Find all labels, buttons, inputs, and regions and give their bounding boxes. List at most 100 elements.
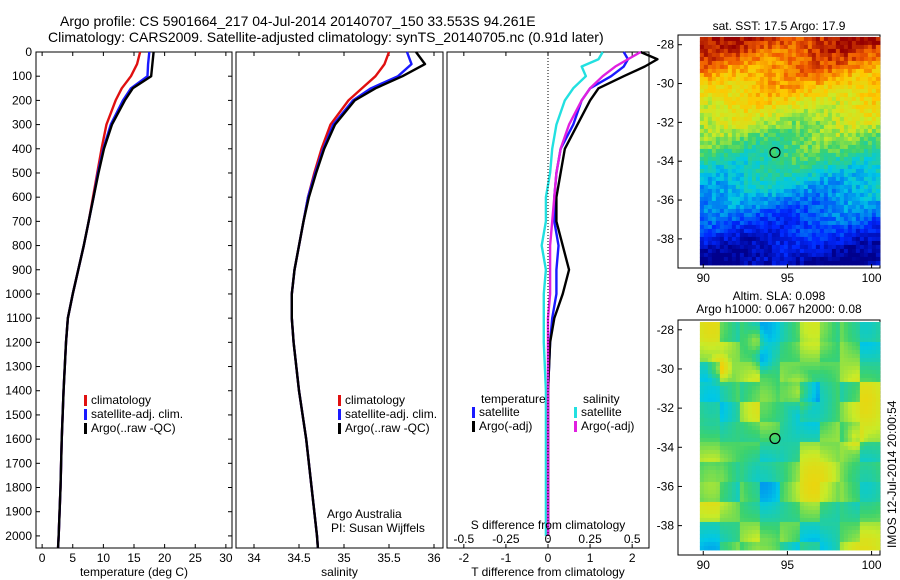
map-cell — [867, 124, 873, 130]
map-cell — [835, 44, 841, 50]
map-cell — [855, 413, 861, 419]
map-cell — [775, 92, 781, 98]
map-cell — [791, 389, 797, 395]
map-cell — [815, 256, 821, 262]
map-cell — [763, 116, 769, 122]
map-cell — [747, 373, 753, 379]
map-cell — [783, 168, 789, 174]
map-cell — [735, 513, 741, 519]
map-cell — [855, 160, 861, 166]
map-cell — [803, 393, 809, 399]
map-cell — [851, 224, 857, 230]
map-cell — [867, 513, 873, 519]
map-cell — [787, 437, 793, 443]
map-cell — [839, 44, 845, 50]
map-cell — [839, 341, 845, 347]
map-cell — [795, 461, 801, 467]
map-cell — [715, 208, 721, 214]
map-cell — [735, 104, 741, 110]
map-cell — [763, 461, 769, 467]
map-cell — [803, 136, 809, 142]
map-cell — [827, 353, 833, 359]
map-cell — [851, 509, 857, 515]
map-cell — [795, 421, 801, 427]
map-cell — [827, 100, 833, 106]
map-cell — [855, 449, 861, 455]
map-cell — [735, 477, 741, 483]
map-cell — [807, 397, 813, 403]
map-cell — [719, 353, 725, 359]
map-cell — [851, 136, 857, 142]
map-cell — [751, 236, 757, 242]
map-cell — [775, 152, 781, 158]
map-cell — [711, 112, 717, 118]
map-cell — [747, 72, 753, 78]
map-cell — [819, 477, 825, 483]
map-cell — [739, 172, 745, 178]
map-cell — [699, 72, 705, 78]
map-cell — [763, 349, 769, 355]
map-cell — [735, 517, 741, 523]
map-cell — [831, 477, 837, 483]
map-cell — [707, 433, 713, 439]
map-cell — [779, 473, 785, 479]
map-cell — [819, 128, 825, 134]
map-cell — [715, 345, 721, 351]
map-cell — [723, 172, 729, 178]
map-cell — [827, 204, 833, 210]
map-cell — [743, 136, 749, 142]
map-cell — [751, 449, 757, 455]
map-cell — [795, 373, 801, 379]
map-cell — [843, 168, 849, 174]
map-cell — [739, 88, 745, 94]
map-cell — [763, 425, 769, 431]
map-cell — [835, 349, 841, 355]
map-cell — [699, 256, 705, 262]
map-cell — [775, 68, 781, 74]
map-cell — [735, 236, 741, 242]
map-cell — [715, 132, 721, 138]
map-cell — [763, 321, 769, 327]
salinity-tick-label: -0.5 — [453, 532, 474, 546]
map-cell — [791, 216, 797, 222]
map-cell — [819, 385, 825, 391]
map-cell — [735, 449, 741, 455]
map-cell — [707, 176, 713, 182]
map-cell — [811, 156, 817, 162]
map-cell — [767, 192, 773, 198]
map-cell — [863, 244, 869, 250]
map-cell — [827, 96, 833, 102]
map-cell — [707, 517, 713, 523]
map-cell — [703, 341, 709, 347]
map-cell — [775, 56, 781, 62]
map-cell — [871, 48, 877, 54]
map-cell — [723, 196, 729, 202]
map-cell — [867, 252, 873, 258]
map-cell — [863, 409, 869, 415]
map-cell — [707, 385, 713, 391]
map-cell — [767, 329, 773, 335]
map-cell — [815, 80, 821, 86]
map-cell — [759, 148, 765, 154]
map-cell — [707, 473, 713, 479]
map-cell — [775, 136, 781, 142]
map-cell — [863, 212, 869, 218]
map-cell — [807, 196, 813, 202]
map-cell — [831, 349, 837, 355]
map-cell — [859, 377, 865, 383]
map-cell — [743, 168, 749, 174]
map-cell — [859, 357, 865, 363]
map-cell — [859, 497, 865, 503]
map-cell — [771, 345, 777, 351]
map-cell — [847, 505, 853, 511]
map-cell — [791, 172, 797, 178]
map-cell — [823, 417, 829, 423]
map-cell — [855, 329, 861, 335]
map-cell — [743, 72, 749, 78]
map-cell — [775, 224, 781, 230]
map-cell — [851, 457, 857, 463]
map-cell — [859, 172, 865, 178]
map-cell — [811, 148, 817, 154]
map-cell — [843, 76, 849, 82]
map-cell — [835, 413, 841, 419]
